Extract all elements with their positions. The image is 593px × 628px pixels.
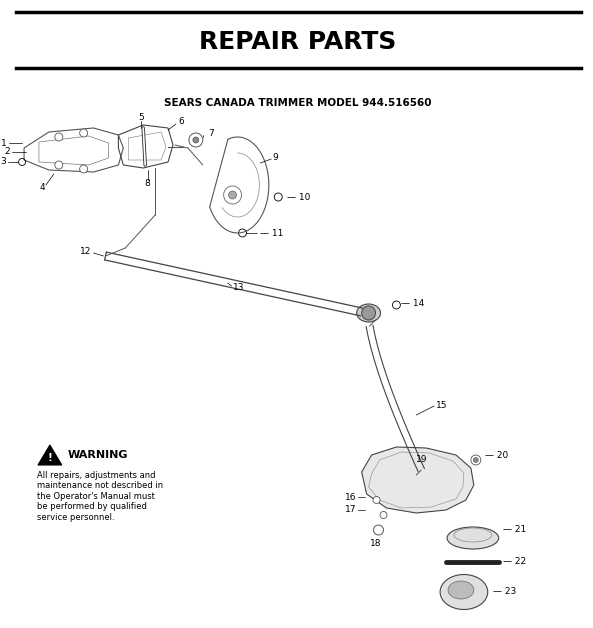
Circle shape (193, 137, 199, 143)
Text: 16: 16 (345, 492, 356, 502)
Circle shape (373, 497, 380, 504)
Circle shape (55, 161, 63, 169)
Text: — 11: — 11 (260, 229, 283, 237)
Text: 13: 13 (232, 283, 244, 291)
Text: — 10: — 10 (287, 193, 311, 202)
Text: 5: 5 (138, 114, 144, 122)
Text: SEARS CANADA TRIMMER MODEL 944.516560: SEARS CANADA TRIMMER MODEL 944.516560 (164, 98, 432, 108)
Text: 6: 6 (178, 117, 184, 126)
Ellipse shape (356, 304, 381, 322)
Polygon shape (38, 445, 62, 465)
Circle shape (228, 191, 237, 199)
Text: — 20: — 20 (484, 450, 508, 460)
Ellipse shape (448, 581, 474, 599)
Text: 12: 12 (80, 247, 91, 256)
Text: 17: 17 (345, 506, 356, 514)
Text: 4: 4 (39, 183, 44, 193)
Text: — 21: — 21 (503, 526, 526, 534)
Circle shape (55, 133, 63, 141)
Polygon shape (362, 447, 474, 513)
Circle shape (79, 129, 88, 137)
Text: 15: 15 (436, 401, 448, 409)
Circle shape (380, 511, 387, 519)
Text: 18: 18 (370, 538, 381, 548)
Text: — 22: — 22 (503, 556, 526, 565)
Text: 7: 7 (208, 129, 213, 138)
Text: 2: 2 (5, 148, 10, 156)
Ellipse shape (440, 575, 488, 610)
Text: All repairs, adjustments and
maintenance not described in
the Operator's Manual : All repairs, adjustments and maintenance… (37, 471, 163, 522)
Text: 8: 8 (144, 178, 150, 188)
Text: WARNING: WARNING (68, 450, 128, 460)
Circle shape (473, 458, 479, 462)
Circle shape (79, 165, 88, 173)
Text: !: ! (47, 453, 52, 463)
Circle shape (374, 525, 384, 535)
Text: 19: 19 (416, 455, 427, 465)
Circle shape (362, 306, 375, 320)
Ellipse shape (447, 527, 499, 549)
Text: REPAIR PARTS: REPAIR PARTS (199, 30, 397, 54)
Text: — 23: — 23 (493, 587, 516, 595)
Text: — 14: — 14 (401, 300, 425, 308)
Text: 1: 1 (1, 139, 7, 148)
Text: 9: 9 (272, 153, 278, 163)
Text: 3: 3 (1, 158, 6, 166)
